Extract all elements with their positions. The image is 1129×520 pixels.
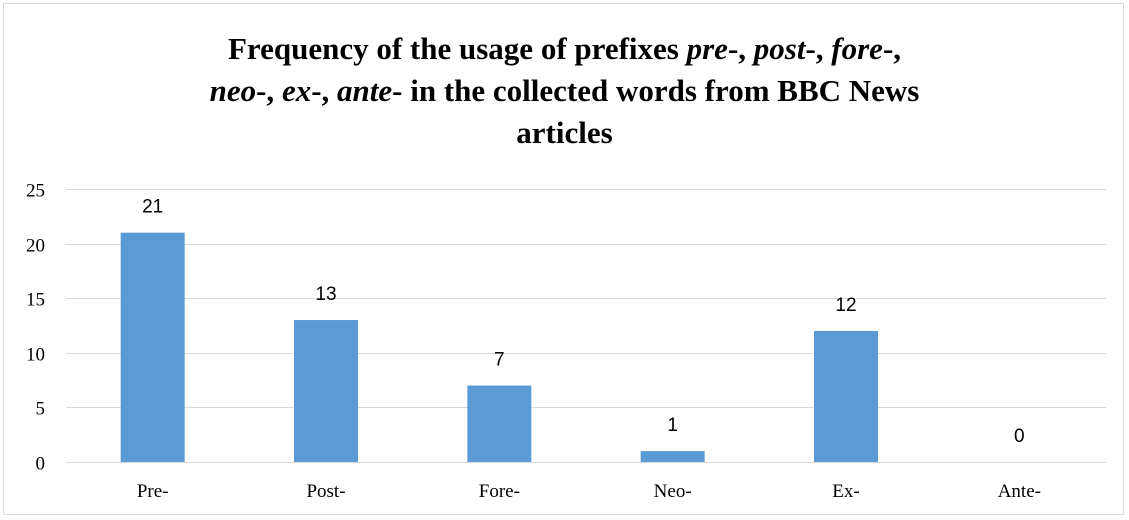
x-tick-label: Post- [306,481,345,502]
chart-title-run: -, [256,73,282,108]
chart-title-run: articles [516,115,613,150]
bar [294,320,358,462]
chart-title-run: ex [281,73,312,108]
chart-title-line: neo-, ex-, ante- in the collected words … [0,70,1129,112]
chart-frame [3,3,1124,515]
chart-title-run: pre [686,31,728,66]
y-tick-label: 10 [26,345,45,366]
chart-title-run: Frequency of the usage of prefixes [227,31,687,66]
y-tick-label: 5 [36,399,46,420]
data-label: 12 [835,295,856,316]
y-tick-label: 20 [26,236,45,257]
x-axis-ticks: Pre- Post- Fore- Neo- Ex- Ante- [137,481,1041,502]
chart-title-line: Frequency of the usage of prefixes pre-,… [0,28,1129,70]
chart-title-run: - in the collected words from BBC News [392,73,920,108]
chart-title-run: -, [805,31,832,66]
chart-title-run: -, [727,31,754,66]
x-tick-label: Ante- [998,481,1041,502]
y-tick-label: 0 [36,454,46,475]
bars [120,232,878,462]
chart-title-line: articles [0,112,1129,154]
x-tick-label: Fore- [479,481,520,502]
chart-title-run: -, [882,31,902,66]
data-label: 7 [494,350,505,371]
bar [120,232,185,462]
data-label: 1 [667,415,678,436]
gridlines [66,189,1106,463]
chart-title-run: -, [311,73,338,108]
data-labels: 21 13 7 1 12 0 [142,197,1025,447]
chart-title-run: neo [209,73,257,108]
chart-title: Frequency of the usage of prefixes pre-,… [0,28,1129,154]
data-label: 21 [142,197,163,218]
bar [467,385,532,462]
y-axis-ticks: 0 5 10 15 20 25 [26,181,45,475]
chart-title-run: ante [337,73,393,108]
bar [640,451,705,462]
data-label: 0 [1014,426,1025,447]
x-tick-label: Pre- [137,481,169,502]
chart-title-run: fore [831,31,883,66]
x-tick-label: Ex- [832,481,859,502]
x-tick-label: Neo- [654,481,692,502]
y-tick-label: 25 [26,181,45,202]
data-label: 13 [315,284,336,305]
y-tick-label: 15 [26,290,45,311]
bar [814,330,878,462]
chart-title-run: post [753,31,806,66]
